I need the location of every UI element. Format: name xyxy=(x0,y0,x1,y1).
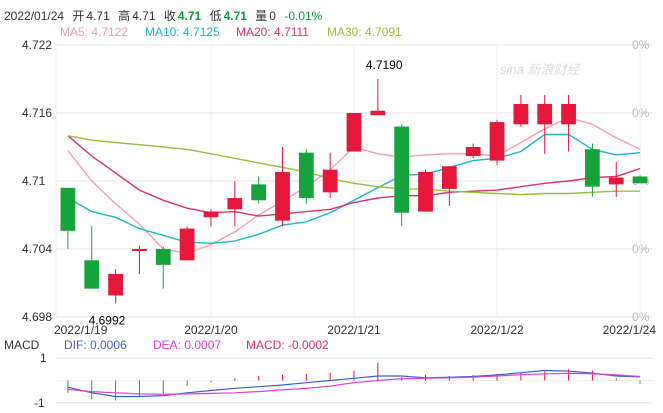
header-volume-label: 量 xyxy=(255,9,268,23)
price-annotation: 4.7190 xyxy=(366,58,403,72)
dea-line xyxy=(67,372,641,395)
candle-body xyxy=(537,103,553,125)
right-tick-label: 0% xyxy=(632,38,650,52)
ma10-legend: MA10: 4.7125 xyxy=(145,25,220,39)
y-tick-label: 4.71 xyxy=(22,174,46,188)
candle-body xyxy=(108,273,123,296)
candle-body xyxy=(608,177,624,185)
right-tick-label: 0% xyxy=(632,310,650,324)
candle-body xyxy=(513,103,529,125)
candle-body xyxy=(370,110,386,116)
x-tick-label: 2022/1/19 xyxy=(54,323,108,337)
header-date: 2022/01/24 xyxy=(4,9,65,23)
header-change: -0.01% xyxy=(284,9,323,23)
candle-body xyxy=(418,171,433,212)
x-tick-label: 2022/1/24 xyxy=(603,323,657,337)
candle-body xyxy=(585,149,600,187)
macd-y-tick: -1 xyxy=(34,396,45,410)
candle-body xyxy=(441,166,457,189)
header-high-label: 高 xyxy=(118,9,131,23)
ma20-legend: MA20: 4.7111 xyxy=(236,25,309,39)
header-volume-value: 0 xyxy=(269,9,276,23)
candle-body xyxy=(179,228,195,261)
x-tick-label: 2022/1/20 xyxy=(184,323,238,337)
header-close-label: 收 xyxy=(163,9,176,23)
candle-body xyxy=(60,187,76,231)
ma20-line xyxy=(67,135,641,217)
y-tick-label: 4.698 xyxy=(22,310,52,324)
ma30-legend: MA30: 4.7091 xyxy=(327,25,402,39)
candle-body xyxy=(84,260,100,289)
x-tick-label: 2022/1/22 xyxy=(470,323,524,337)
ma5-legend: MA5: 4.7122 xyxy=(60,25,129,39)
dif-line xyxy=(67,369,641,398)
right-tick-label: 0% xyxy=(632,242,650,256)
dea-legend: DEA: 0.0007 xyxy=(153,338,222,352)
right-tick-label: 0% xyxy=(632,106,650,120)
header-open-value: 4.71 xyxy=(86,9,110,23)
candle-body xyxy=(346,113,362,152)
candle-body xyxy=(394,126,410,213)
header-low-label: 低 xyxy=(209,9,222,23)
candle-body xyxy=(275,171,290,221)
candle-body xyxy=(465,147,481,157)
header-low-value: 4.71 xyxy=(223,9,247,23)
macd-title: MACD xyxy=(4,338,40,352)
dif-legend: DIF: 0.0006 xyxy=(64,338,127,352)
y-tick-label: 4.716 xyxy=(22,106,52,120)
candle-body xyxy=(132,249,147,251)
header-close-value: 4.71 xyxy=(177,9,202,23)
watermark: sina 新浪财经 xyxy=(500,62,581,77)
candle-body xyxy=(227,198,243,210)
macd-y-tick: 1 xyxy=(40,351,47,365)
candle-body xyxy=(155,249,171,265)
candle-body xyxy=(489,122,505,161)
header-open-label: 开 xyxy=(72,9,85,23)
header-high-value: 4.71 xyxy=(132,9,156,23)
macd-value-legend: MACD: -0.0002 xyxy=(246,338,329,352)
candle-body xyxy=(322,169,338,193)
candle-body xyxy=(203,211,219,218)
candle-body xyxy=(561,103,576,125)
candle-body xyxy=(632,176,648,184)
x-tick-label: 2022/1/21 xyxy=(327,323,381,337)
y-tick-label: 4.722 xyxy=(22,38,52,52)
y-tick-label: 4.704 xyxy=(22,242,52,256)
candle-body xyxy=(298,152,314,198)
candle-body xyxy=(251,184,267,201)
ma30-line xyxy=(67,135,641,196)
price-annotation: 4.6992 xyxy=(89,313,126,327)
